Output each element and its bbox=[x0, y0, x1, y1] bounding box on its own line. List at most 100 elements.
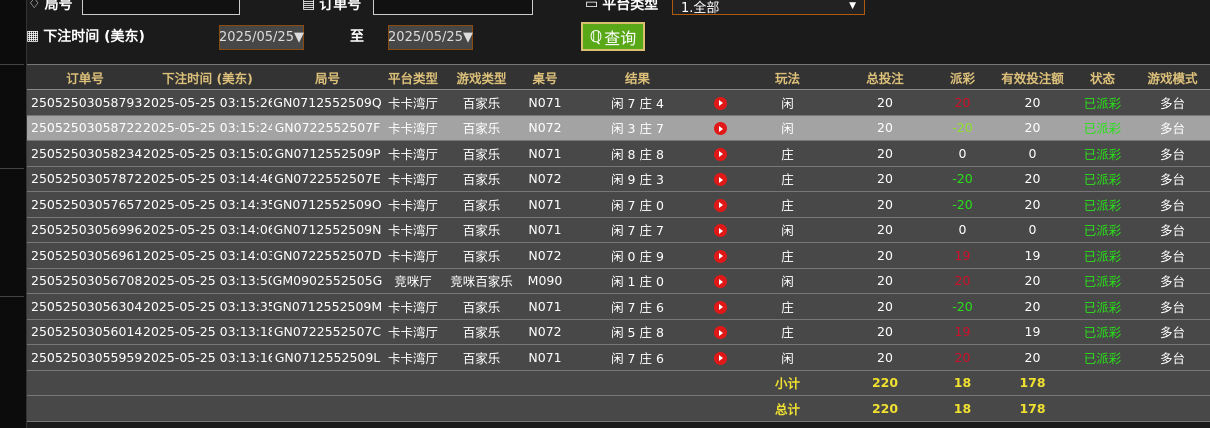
order-id: 250525030559596 bbox=[27, 344, 143, 371]
play-video-icon[interactable] bbox=[713, 275, 727, 289]
payout: 0 bbox=[930, 140, 995, 167]
to-label: 至 bbox=[350, 29, 364, 45]
status: 已派彩 bbox=[1070, 268, 1135, 294]
status: 已派彩 bbox=[1070, 242, 1135, 269]
empty-cell bbox=[27, 370, 735, 396]
valid-bet: 19 bbox=[995, 319, 1070, 345]
replay-cell bbox=[705, 140, 735, 167]
status: 已派彩 bbox=[1070, 344, 1135, 371]
play-video-icon[interactable] bbox=[713, 147, 727, 161]
subtotal-label: 小计 bbox=[735, 370, 840, 396]
play-video-icon[interactable] bbox=[713, 249, 727, 263]
play-video-icon[interactable] bbox=[713, 173, 727, 187]
order-input[interactable] bbox=[373, 0, 533, 15]
replay-cell bbox=[705, 268, 735, 294]
play-video-icon[interactable] bbox=[713, 198, 727, 212]
date-from-picker[interactable]: 2025/05/25 ▼ bbox=[219, 25, 304, 50]
query-button[interactable]: ℚ 查询 bbox=[581, 22, 645, 51]
payout: 20 bbox=[930, 89, 995, 116]
game-mode: 多台 bbox=[1135, 89, 1210, 116]
result: 闲 7 庄 0 bbox=[570, 191, 705, 218]
table-row[interactable]: 250525030567080 2025-05-25 03:13:50 GM0902… bbox=[27, 268, 1210, 294]
round-id: GN0712552509L bbox=[272, 344, 383, 371]
platform: 卡卡湾厅 bbox=[383, 293, 443, 320]
valid-bet: 20 bbox=[995, 89, 1070, 116]
game-type: 百家乐 bbox=[443, 242, 520, 269]
column-header: 总投注 bbox=[840, 64, 930, 90]
column-header: 有效投注额 bbox=[995, 64, 1070, 90]
valid-bet: 20 bbox=[995, 166, 1070, 192]
table-id: N071 bbox=[520, 293, 570, 320]
order-id: 250525030560145 bbox=[27, 319, 143, 345]
table-row[interactable]: 250525030587226 2025-05-25 03:15:24 GN0722… bbox=[27, 115, 1210, 141]
game-type: 百家乐 bbox=[443, 89, 520, 116]
valid-bet: 0 bbox=[995, 217, 1070, 243]
bet-type: 庄 bbox=[735, 191, 840, 218]
replay-cell bbox=[705, 115, 735, 141]
table-row[interactable]: 250525030582340 2025-05-25 03:15:02 GN0712… bbox=[27, 140, 1210, 167]
table-row[interactable]: 250525030559596 2025-05-25 03:13:16 GN0712… bbox=[27, 344, 1210, 371]
round-id: GN0712552509P bbox=[272, 140, 383, 167]
empty-cell bbox=[1070, 395, 1210, 422]
payout: -20 bbox=[930, 115, 995, 141]
search-icon: ℚ bbox=[589, 27, 603, 46]
table-id: N072 bbox=[520, 115, 570, 141]
order-id: 250525030563040 bbox=[27, 293, 143, 320]
replay-cell bbox=[705, 217, 735, 243]
column-header: 平台类型 bbox=[383, 64, 443, 90]
replay-cell bbox=[705, 319, 735, 345]
table-row[interactable]: 250525030578723 2025-05-25 03:14:46 GN0722… bbox=[27, 166, 1210, 192]
platform-label: ▭ 平台类型 bbox=[585, 0, 658, 14]
game-type: 百家乐 bbox=[443, 166, 520, 192]
status: 已派彩 bbox=[1070, 191, 1135, 218]
table-row[interactable]: 250525030587935 2025-05-25 03:15:26 GN0712… bbox=[27, 89, 1210, 116]
total-bet: 20 bbox=[840, 191, 930, 218]
status: 已派彩 bbox=[1070, 89, 1135, 116]
game-mode: 多台 bbox=[1135, 115, 1210, 141]
order-id: 250525030569611 bbox=[27, 242, 143, 269]
play-video-icon[interactable] bbox=[713, 122, 727, 136]
platform: 卡卡湾厅 bbox=[383, 89, 443, 116]
round-id: GN0712552509M bbox=[272, 293, 383, 320]
result: 闲 0 庄 9 bbox=[570, 242, 705, 269]
bet-time: 2025-05-25 03:14:46 bbox=[143, 166, 272, 192]
date-to-picker[interactable]: 2025/05/25 ▼ bbox=[388, 25, 473, 50]
table-row[interactable]: 250525030569611 2025-05-25 03:14:03 GN0722… bbox=[27, 242, 1210, 269]
play-video-icon[interactable] bbox=[713, 351, 727, 365]
total-row: 总计 220 18 178 bbox=[27, 395, 1210, 422]
play-video-icon[interactable] bbox=[713, 326, 727, 340]
subtotal-valid-bet: 178 bbox=[995, 370, 1070, 396]
result: 闲 7 庄 6 bbox=[570, 344, 705, 371]
subtotal-row: 小计 220 18 178 bbox=[27, 370, 1210, 396]
round-input[interactable] bbox=[82, 0, 240, 15]
game-type: 百家乐 bbox=[443, 115, 520, 141]
table-row[interactable]: 250525030560145 2025-05-25 03:13:18 GN0722… bbox=[27, 319, 1210, 345]
table-id: M090 bbox=[520, 268, 570, 294]
game-mode: 多台 bbox=[1135, 217, 1210, 243]
payout: 19 bbox=[930, 319, 995, 345]
column-header: 订单号 bbox=[27, 64, 143, 90]
bet-type: 庄 bbox=[735, 140, 840, 167]
result: 闲 9 庄 3 bbox=[570, 166, 705, 192]
play-video-icon[interactable] bbox=[713, 300, 727, 314]
round-id: GN0722552507D bbox=[272, 242, 383, 269]
column-header: 状态 bbox=[1070, 64, 1135, 90]
table-id: N072 bbox=[520, 242, 570, 269]
valid-bet: 20 bbox=[995, 268, 1070, 294]
document-icon: ▤ bbox=[302, 0, 316, 12]
bet-time: 2025-05-25 03:13:35 bbox=[143, 293, 272, 320]
table-row[interactable]: 250525030563040 2025-05-25 03:13:35 GN0712… bbox=[27, 293, 1210, 320]
bet-type: 庄 bbox=[735, 242, 840, 269]
platform-select[interactable]: 1.全部 ▼ bbox=[672, 0, 865, 16]
bet-time: 2025-05-25 03:14:03 bbox=[143, 242, 272, 269]
table-row[interactable]: 250525030576576 2025-05-25 03:14:35 GN0712… bbox=[27, 191, 1210, 218]
total-label: 总计 bbox=[735, 395, 840, 422]
time-label: ▦ 下注时间 (美东) bbox=[26, 28, 145, 45]
table-row[interactable]: 250525030569961 2025-05-25 03:14:06 GN0712… bbox=[27, 217, 1210, 243]
play-video-icon[interactable] bbox=[713, 96, 727, 110]
result: 闲 5 庄 8 bbox=[570, 319, 705, 345]
platform: 卡卡湾厅 bbox=[383, 115, 443, 141]
play-video-icon[interactable] bbox=[713, 224, 727, 238]
replay-cell bbox=[705, 191, 735, 218]
valid-bet: 20 bbox=[995, 344, 1070, 371]
